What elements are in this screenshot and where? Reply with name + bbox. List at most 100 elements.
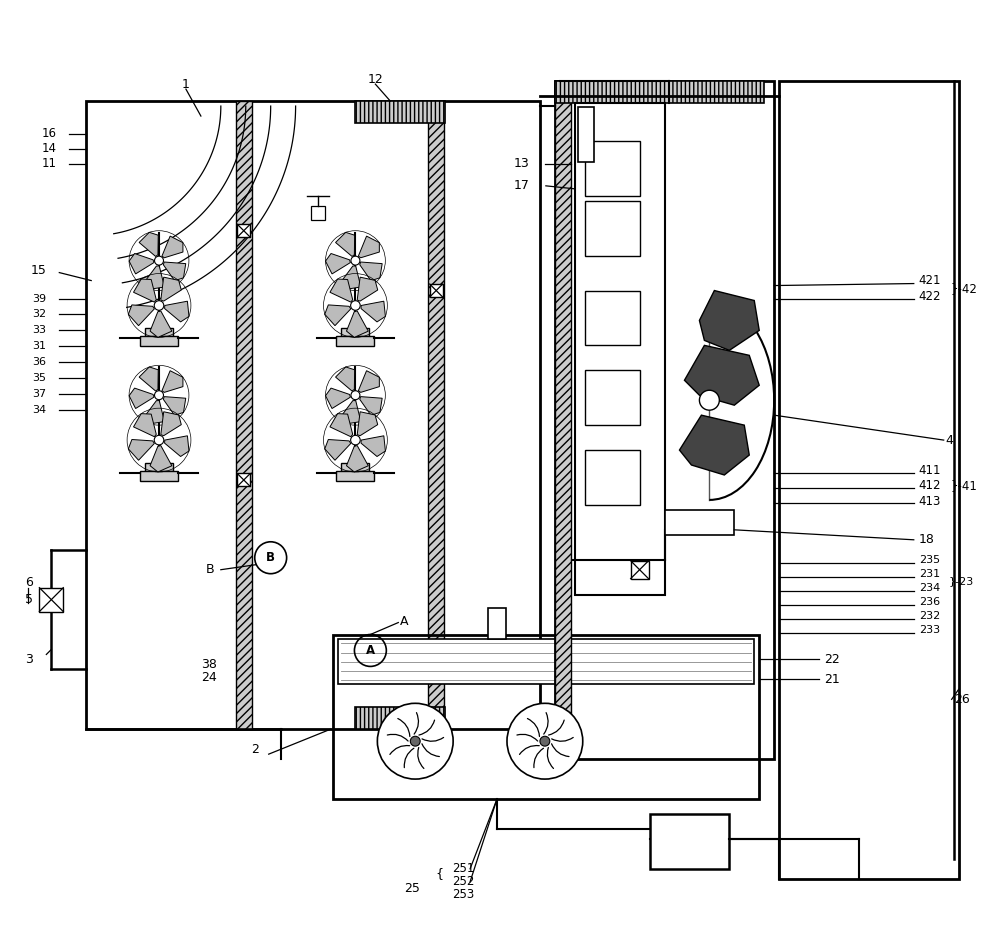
FancyArrowPatch shape [547,747,553,769]
Text: A: A [400,615,409,628]
Text: 35: 35 [32,373,46,384]
Bar [355,707,445,729]
FancyArrowPatch shape [419,720,435,735]
Polygon shape [134,414,156,437]
Text: 13: 13 [514,157,530,170]
Text: 232: 232 [919,611,940,620]
Text: 231: 231 [919,569,940,579]
Bar [237,474,250,487]
Bar [779,81,959,879]
Bar [341,328,369,337]
Polygon shape [360,262,382,281]
Bar [336,471,374,481]
Bar [428,102,444,729]
Polygon shape [346,311,368,337]
Polygon shape [139,232,158,257]
Text: 31: 31 [32,341,46,352]
FancyArrowPatch shape [387,734,408,741]
Circle shape [507,703,583,779]
Bar [631,561,649,579]
Bar [86,102,540,729]
Bar [336,337,374,346]
Text: B: B [206,563,214,576]
Polygon shape [341,400,361,424]
Text: 18: 18 [919,533,935,546]
Text: 22: 22 [824,653,840,666]
Bar [578,107,594,162]
FancyArrowPatch shape [390,745,410,755]
Text: 234: 234 [919,583,940,592]
Circle shape [155,256,163,265]
Bar [430,284,443,297]
Polygon shape [145,266,164,290]
Text: 233: 233 [919,624,940,635]
Text: 5: 5 [25,593,33,606]
Bar [355,102,445,123]
Circle shape [699,390,719,410]
Polygon shape [128,305,154,325]
Text: 34: 34 [32,405,46,415]
Bar [488,607,506,639]
Text: 11: 11 [41,157,56,170]
Polygon shape [150,311,172,337]
Polygon shape [361,301,385,321]
Text: }-23: }-23 [949,575,974,586]
Text: A: A [366,644,375,657]
Polygon shape [325,305,351,325]
Circle shape [410,736,420,746]
Circle shape [154,435,164,445]
Bar [333,634,759,799]
Text: 422: 422 [919,290,941,303]
Bar [341,463,369,471]
Text: 2: 2 [251,743,259,756]
Bar [585,290,640,345]
Text: 412: 412 [919,479,941,493]
Text: 235: 235 [919,555,940,565]
FancyArrowPatch shape [552,738,573,742]
Text: 3: 3 [26,653,33,666]
Polygon shape [162,370,183,392]
Bar [585,450,640,505]
Polygon shape [161,412,181,436]
Polygon shape [346,446,368,472]
Circle shape [351,301,360,310]
Text: 12: 12 [367,72,383,86]
FancyArrowPatch shape [520,745,539,755]
Text: 21: 21 [824,673,840,686]
Text: 16: 16 [41,128,56,140]
FancyArrowPatch shape [517,734,538,741]
Text: 252: 252 [452,875,475,888]
Text: $\{$: $\{$ [435,866,444,882]
Text: 421: 421 [919,274,941,287]
Text: 251: 251 [452,862,475,875]
Circle shape [351,435,360,445]
Polygon shape [163,397,186,415]
Text: 17: 17 [514,180,530,193]
Polygon shape [326,388,350,409]
Polygon shape [326,254,350,274]
FancyArrowPatch shape [414,713,419,734]
Text: 36: 36 [32,357,46,368]
Circle shape [155,391,163,400]
FancyArrowPatch shape [552,744,569,757]
Text: 39: 39 [32,293,46,304]
Polygon shape [145,400,164,424]
Polygon shape [139,367,158,391]
Polygon shape [150,446,172,472]
Polygon shape [162,236,183,258]
FancyArrowPatch shape [549,720,564,735]
FancyArrowPatch shape [398,718,410,736]
Bar [555,81,571,760]
Polygon shape [358,370,379,392]
Polygon shape [325,440,351,461]
FancyArrowPatch shape [418,747,424,769]
Polygon shape [699,290,759,351]
Bar [555,81,764,103]
Polygon shape [360,397,382,415]
Text: 24: 24 [201,671,217,684]
Circle shape [377,703,453,779]
Polygon shape [330,279,353,302]
Circle shape [540,736,550,746]
Text: 6: 6 [26,576,33,589]
FancyArrowPatch shape [404,748,414,768]
